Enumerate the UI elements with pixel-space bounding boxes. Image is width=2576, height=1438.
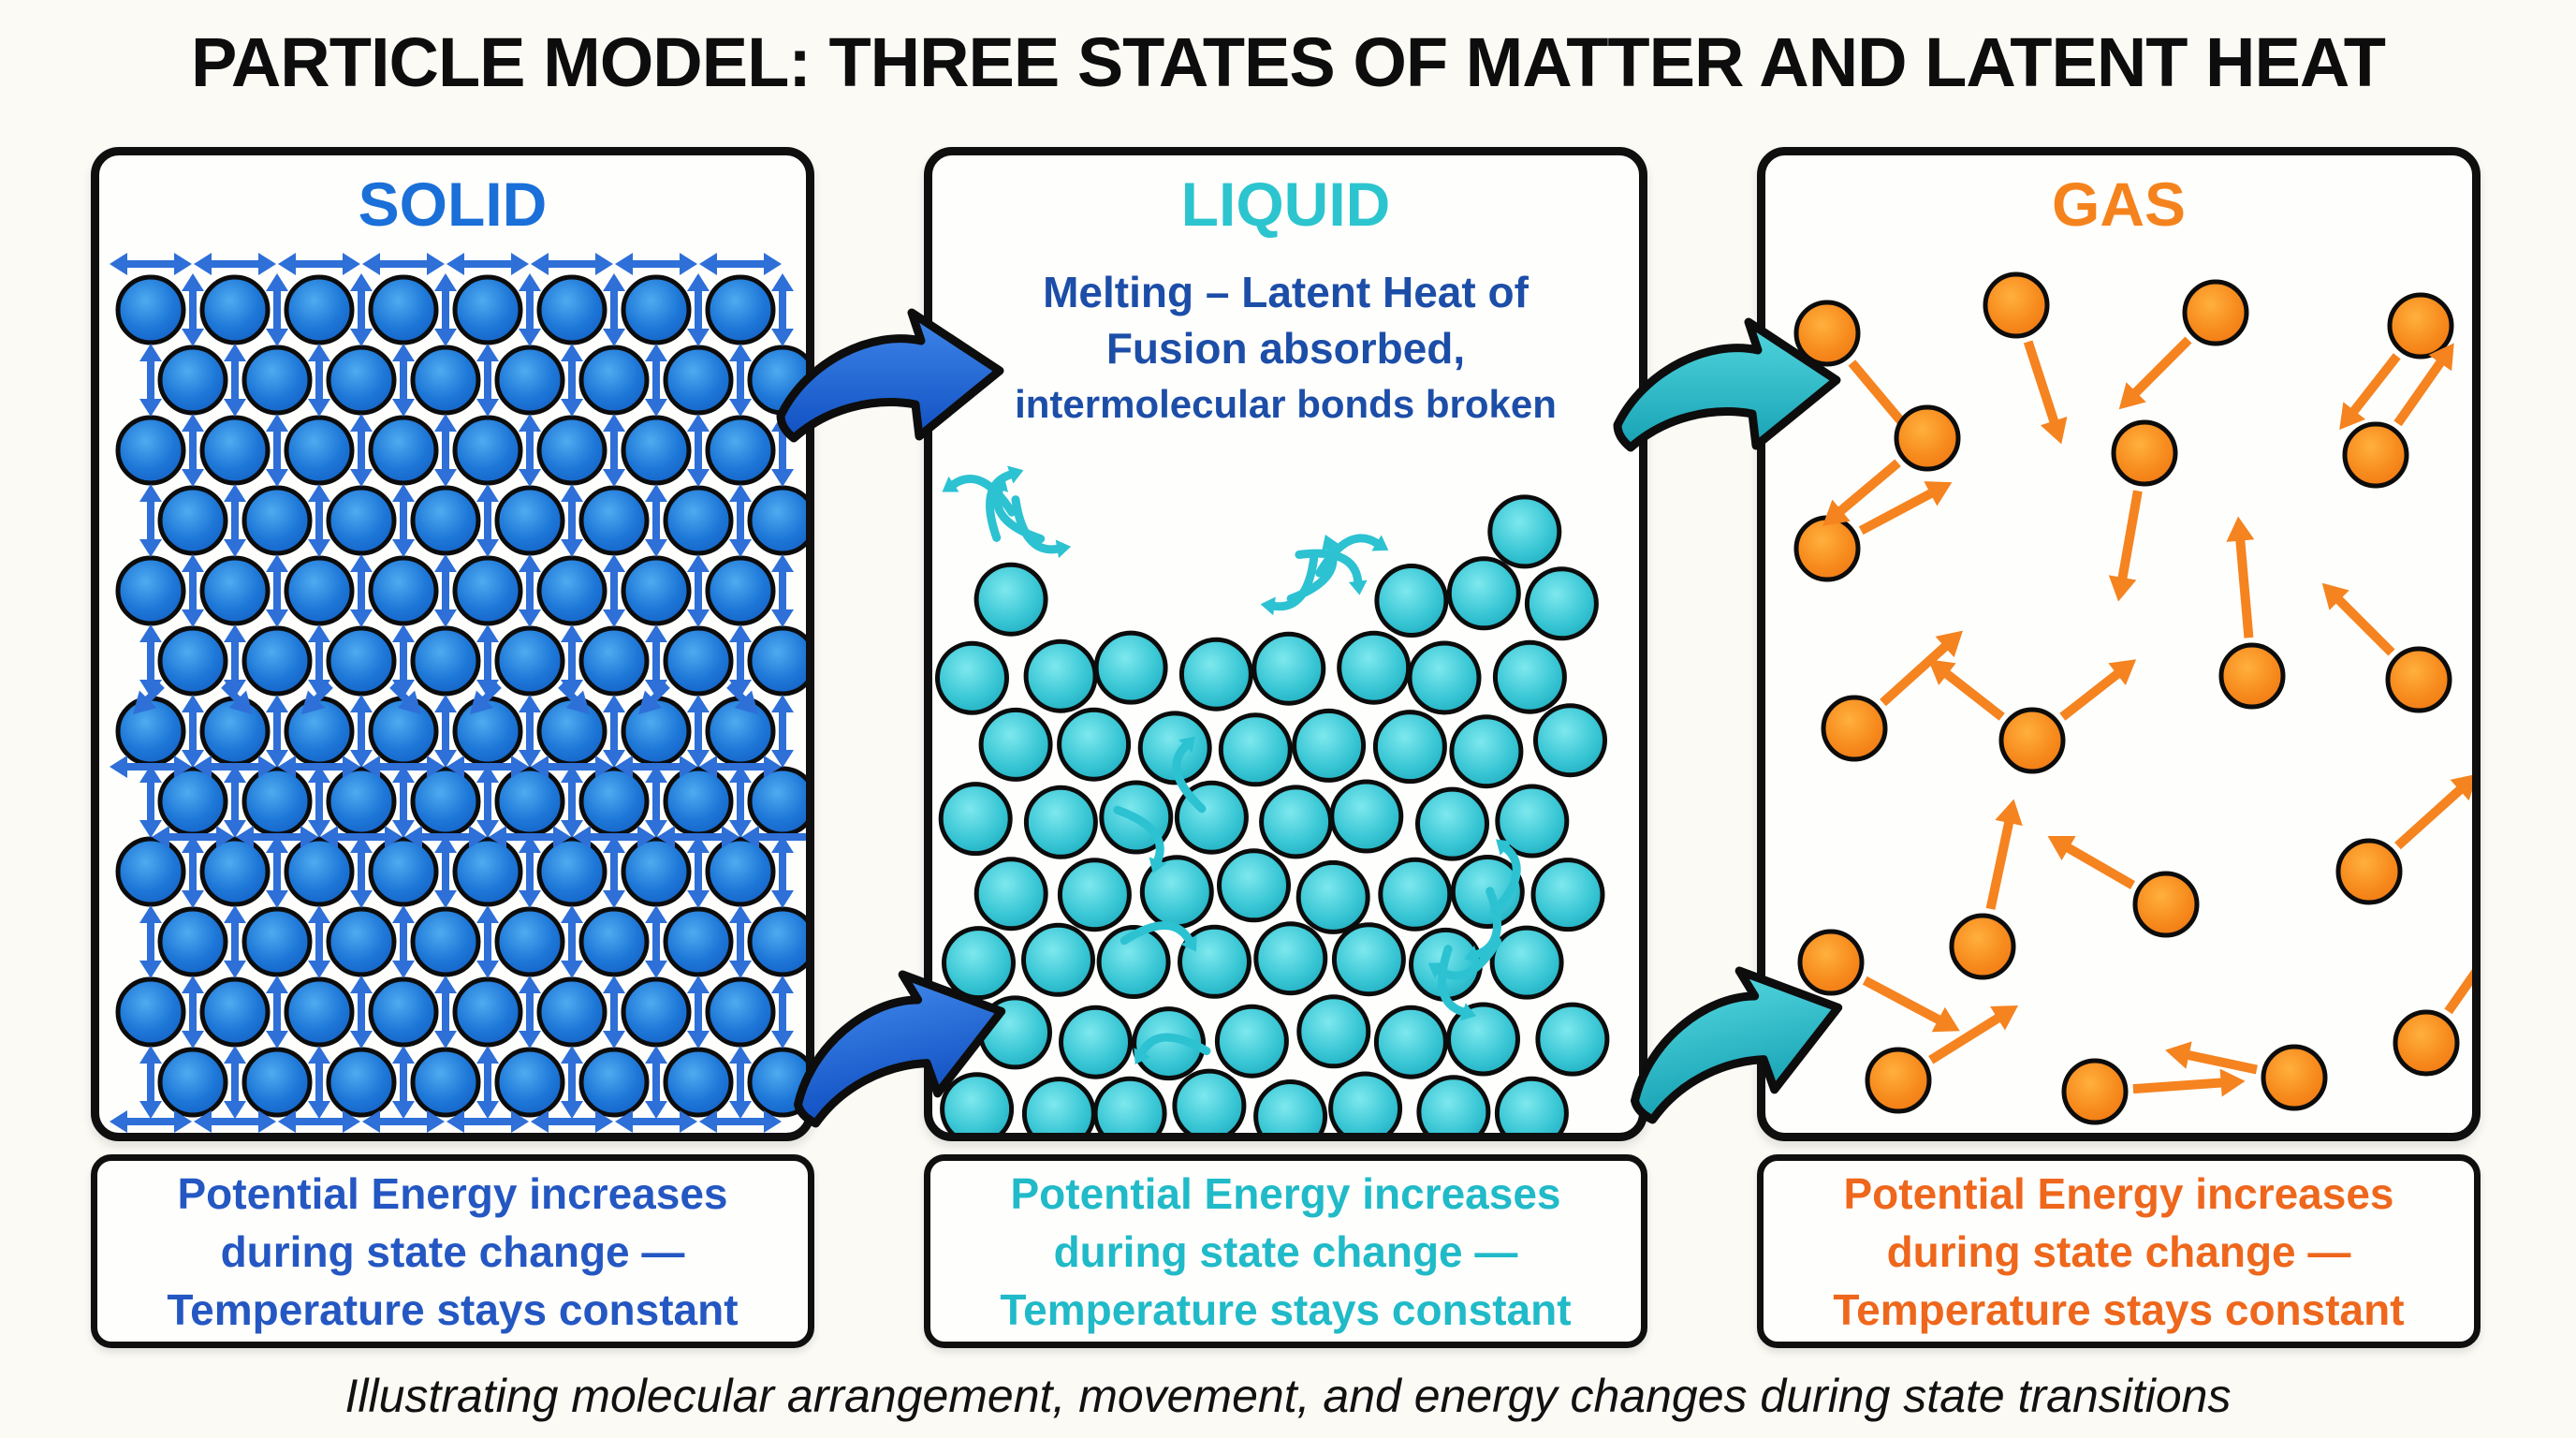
gas-caption: Potential Energy increases during state … <box>1757 1154 2481 1348</box>
vaporisation-transition-arrow-bottom <box>1603 938 1866 1137</box>
liquid-panel: LIQUID Melting – Latent Heat of Fusion a… <box>924 147 1647 1141</box>
gas-caption-line-1: Potential Energy increases <box>1843 1168 2394 1218</box>
liquid-note-line-2: Fusion absorbed, <box>1105 324 1466 373</box>
solid-panel-label: SOLID <box>358 169 548 239</box>
solid-particles-illustration <box>110 253 806 1133</box>
footer-caption: Illustrating molecular arrangement, move… <box>344 1370 2232 1422</box>
melting-transition-arrow-bottom <box>767 942 1029 1140</box>
page-title: PARTICLE MODEL: THREE STATES OF MATTER A… <box>191 23 2386 101</box>
liquid-note-line-1: Melting – Latent Heat of <box>1043 268 1529 316</box>
liquid-note-line-3: intermolecular bonds broken <box>1015 382 1557 426</box>
liquid-particles-illustration <box>935 465 1610 1133</box>
liquid-panel-label: LIQUID <box>1180 169 1391 239</box>
gas-panel: GAS <box>1757 147 2481 1141</box>
liquid-caption-line-3: Temperature stays constant <box>1000 1284 1572 1334</box>
gas-panel-label: GAS <box>2051 169 2187 239</box>
gas-caption-line-2: during state change — <box>1886 1226 2351 1276</box>
liquid-caption-line-1: Potential Energy increases <box>1010 1168 1561 1218</box>
solid-caption-line-2: during state change — <box>220 1226 685 1276</box>
solid-caption-line-1: Potential Energy increases <box>177 1168 728 1218</box>
solid-panel: SOLID <box>91 147 814 1141</box>
melting-transition-arrow-top <box>775 301 1009 451</box>
solid-caption: Potential Energy increases during state … <box>91 1154 814 1348</box>
solid-caption-line-3: Temperature stays constant <box>167 1284 739 1334</box>
gas-particles-illustration <box>1793 271 2472 1125</box>
liquid-caption: Potential Energy increases during state … <box>924 1154 1647 1348</box>
gas-caption-line-3: Temperature stays constant <box>1833 1284 2405 1334</box>
liquid-note: Melting – Latent Heat of Fusion absorbed… <box>932 264 1639 433</box>
liquid-caption-line-2: during state change — <box>1053 1226 1518 1276</box>
vaporisation-transition-arrow-top <box>1612 311 1846 461</box>
